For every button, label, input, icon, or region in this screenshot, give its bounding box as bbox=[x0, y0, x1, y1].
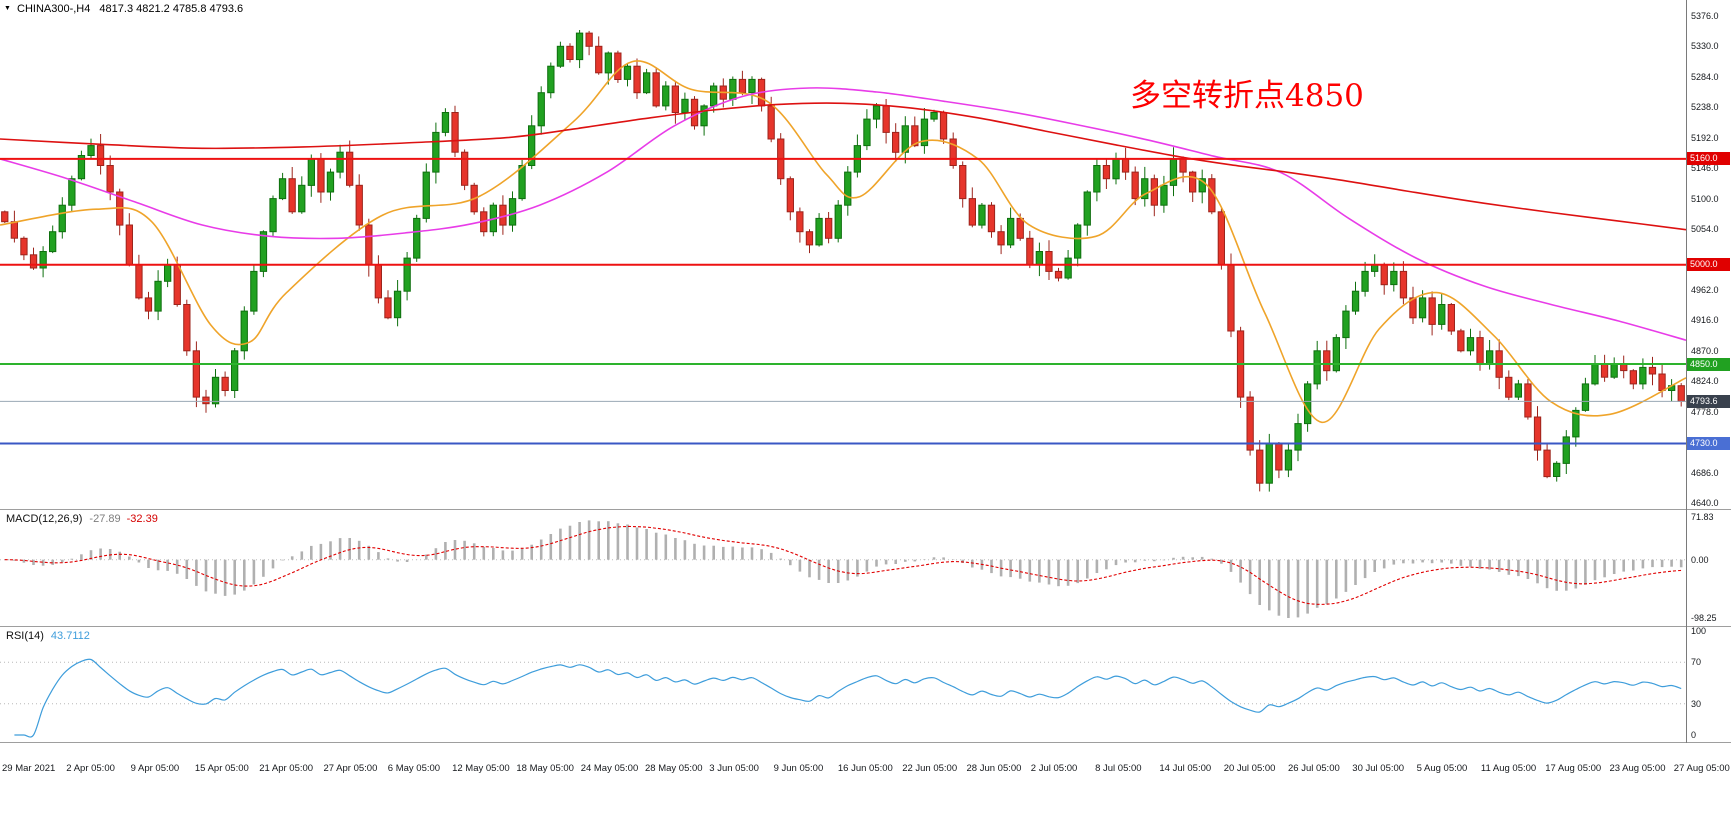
macd-pane bbox=[0, 510, 1686, 626]
time-label: 28 Jun 05:00 bbox=[966, 763, 1022, 774]
time-label: 23 Aug 05:00 bbox=[1609, 763, 1666, 774]
macd-indicator-label: MACD(12,26,9) -27.89 -32.39 bbox=[6, 513, 158, 525]
price-level-badge: 4730.0 bbox=[1687, 436, 1730, 450]
price-tick: 5284.0 bbox=[1691, 71, 1719, 82]
rsi-axis-tick: 70 bbox=[1691, 657, 1702, 668]
time-label: 14 Jul 05:00 bbox=[1159, 763, 1212, 774]
time-label: 28 May 05:00 bbox=[645, 763, 703, 774]
time-label: 3 Jun 05:00 bbox=[709, 763, 759, 774]
ohlc-values-label: 4817.3 4821.2 4785.8 4793.6 bbox=[99, 3, 244, 15]
rsi-axis-tick: 100 bbox=[1691, 626, 1707, 636]
rsi-axis-tick: 30 bbox=[1691, 698, 1702, 709]
symbol-ohlc-bar: ▼ CHINA300-,H4 4817.3 4821.2 4785.8 4793… bbox=[4, 3, 243, 15]
price-tick: 5054.0 bbox=[1691, 224, 1719, 235]
price-level-badge: 5160.0 bbox=[1687, 152, 1730, 166]
time-label: 27 Aug 05:00 bbox=[1673, 763, 1730, 774]
macd-canvas[interactable] bbox=[0, 510, 1686, 626]
macd-signal-value: -32.39 bbox=[126, 513, 158, 525]
price-tick: 4824.0 bbox=[1691, 376, 1719, 387]
time-label: 9 Jun 05:00 bbox=[773, 763, 824, 774]
time-label: 27 Apr 05:00 bbox=[323, 763, 378, 774]
price-tick: 5238.0 bbox=[1691, 102, 1719, 113]
time-label: 26 Jul 05:00 bbox=[1288, 763, 1340, 774]
price-axis: 5376.0 5330.0 5284.0 5238.0 5192.0 5146.0 5100… bbox=[1687, 0, 1731, 743]
pane-resize-separator[interactable] bbox=[0, 509, 1731, 510]
macd-name-label: MACD(12,26,9) bbox=[6, 513, 83, 525]
price-tick: 4640.0 bbox=[1691, 498, 1719, 509]
time-label: 22 Jun 05:00 bbox=[902, 763, 958, 774]
time-label: 9 Apr 05:00 bbox=[130, 763, 180, 774]
macd-axis-tick: 71.83 bbox=[1691, 511, 1714, 522]
time-label: 29 Mar 2021 bbox=[2, 763, 56, 774]
price-tick: 5100.0 bbox=[1691, 193, 1719, 204]
price-level-badge: 5000.0 bbox=[1687, 258, 1730, 272]
time-label: 12 May 05:00 bbox=[452, 763, 510, 774]
pane-resize-separator[interactable] bbox=[0, 626, 1731, 627]
price-level-badge: 4850.0 bbox=[1687, 357, 1730, 371]
time-label: 11 Aug 05:00 bbox=[1480, 763, 1537, 774]
time-label: 18 May 05:00 bbox=[516, 763, 574, 774]
price-tick: 4870.0 bbox=[1691, 345, 1719, 356]
time-label: 15 Apr 05:00 bbox=[194, 763, 249, 774]
time-label: 5 Aug 05:00 bbox=[1416, 763, 1468, 774]
price-tick: 5376.0 bbox=[1691, 10, 1719, 21]
pane-resize-separator[interactable] bbox=[0, 742, 1731, 743]
rsi-axis-tick: 0 bbox=[1691, 730, 1697, 740]
rsi-canvas[interactable] bbox=[0, 627, 1686, 742]
time-label: 6 May 05:00 bbox=[387, 763, 441, 774]
macd-axis-tick: 0.00 bbox=[1691, 554, 1709, 565]
time-label: 8 Jul 05:00 bbox=[1095, 763, 1142, 774]
price-tick: 5146.0 bbox=[1691, 163, 1719, 174]
time-label: 2 Apr 05:00 bbox=[66, 763, 115, 774]
rsi-pane bbox=[0, 627, 1686, 742]
price-tick: 4962.0 bbox=[1691, 284, 1719, 295]
annotation-text[interactable]: 多空转折点4850 bbox=[1130, 78, 1364, 114]
price-level-badge: 4793.6 bbox=[1687, 394, 1730, 408]
symbol-period-label: CHINA300-,H4 bbox=[17, 3, 91, 15]
rsi-indicator-label: RSI(14) 43.7112 bbox=[6, 630, 90, 642]
price-tick: 5192.0 bbox=[1691, 132, 1719, 143]
price-tick: 4778.0 bbox=[1691, 406, 1719, 417]
rsi-value: 43.7112 bbox=[50, 630, 90, 642]
time-label: 2 Jul 05:00 bbox=[1030, 763, 1078, 774]
symbol-marker-icon: ▼ bbox=[4, 5, 11, 12]
time-label: 24 May 05:00 bbox=[580, 763, 639, 774]
price-tick: 4686.0 bbox=[1691, 467, 1719, 478]
time-label: 30 Jul 05:00 bbox=[1352, 763, 1405, 774]
main-chart-canvas[interactable] bbox=[0, 0, 1686, 509]
price-tick: 5330.0 bbox=[1691, 41, 1719, 52]
rsi-name-label: RSI(14) bbox=[6, 630, 44, 642]
time-label: 17 Aug 05:00 bbox=[1545, 763, 1602, 774]
time-axis: 29 Mar 2021 2 Apr 05:00 9 Apr 05:00 15 Apr … bbox=[0, 763, 1731, 777]
macd-axis-tick: -98.25 bbox=[1691, 613, 1717, 623]
main-chart-pane bbox=[0, 0, 1686, 509]
macd-main-value: -27.89 bbox=[89, 513, 121, 525]
time-label: 16 Jun 05:00 bbox=[837, 763, 893, 774]
time-label: 21 Apr 05:00 bbox=[259, 763, 314, 774]
axis-separator bbox=[1686, 0, 1687, 743]
price-tick: 4916.0 bbox=[1691, 315, 1719, 326]
time-label: 20 Jul 05:00 bbox=[1223, 763, 1276, 774]
